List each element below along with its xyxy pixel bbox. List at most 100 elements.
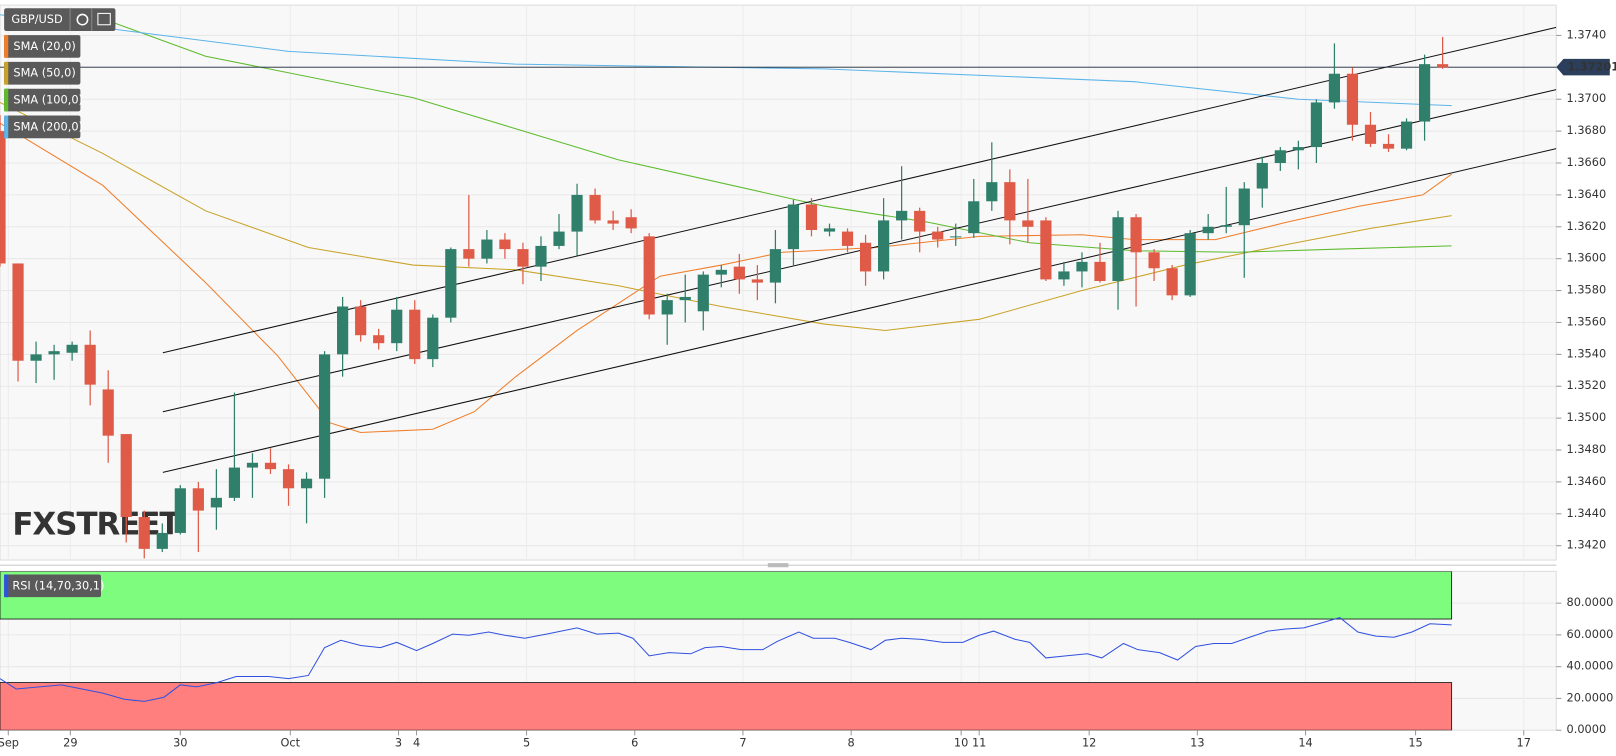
candle-body — [1400, 121, 1413, 149]
candle-body — [769, 249, 781, 283]
candle-body — [896, 210, 908, 221]
y-tick-label: 1.3660 — [1567, 155, 1607, 169]
candle-body — [84, 344, 96, 385]
rsi-swatch — [4, 574, 9, 598]
x-tick-label: 12 — [1082, 736, 1096, 750]
candle-body — [553, 231, 565, 246]
candle-body — [932, 231, 944, 240]
candle-body — [0, 131, 6, 264]
candle-body — [318, 354, 331, 479]
settings-icon[interactable] — [97, 12, 111, 26]
y-tick-label: 60.0000 — [1567, 627, 1614, 641]
candle-body — [246, 462, 259, 468]
x-tick-label: 14 — [1298, 736, 1312, 750]
candle-body — [661, 300, 673, 315]
candle-body — [950, 236, 962, 238]
line — [82, 11, 1452, 253]
line — [0, 101, 1452, 331]
candle-body — [878, 220, 890, 272]
candle-body — [643, 236, 655, 315]
candle-body — [264, 462, 277, 470]
candle-body — [1310, 102, 1322, 148]
x-tick-label: 30 — [173, 736, 187, 750]
legend-box[interactable] — [4, 61, 81, 85]
x-tick-label: 10 — [954, 736, 968, 750]
candle-body — [210, 497, 222, 508]
candle-body — [373, 335, 385, 344]
line — [0, 617, 1452, 702]
y-tick-label: 1.3600 — [1567, 251, 1607, 265]
candle-body — [445, 249, 457, 318]
legend-swatch — [4, 115, 9, 139]
candle-body — [1166, 268, 1178, 296]
y-tick-label: 1.3500 — [1567, 410, 1607, 424]
line — [162, 89, 1557, 413]
rsi-title: RSI (14,70,30,1) — [12, 578, 104, 592]
x-tick-label: 15 — [1408, 736, 1422, 750]
rsi-title-box[interactable] — [4, 574, 101, 598]
candle-body — [697, 274, 709, 312]
y-tick-label: 1.3560 — [1567, 314, 1607, 328]
candle-body — [1274, 150, 1286, 164]
candle-body — [427, 317, 439, 360]
line — [162, 26, 1557, 354]
legend-box[interactable] — [4, 35, 81, 58]
candle-body — [1418, 64, 1431, 122]
candle-body — [841, 231, 854, 246]
x-tick-label: 5 — [523, 736, 530, 750]
candle-body — [607, 220, 619, 224]
candle-body — [1004, 182, 1016, 221]
legend-label: SMA (20,0) — [13, 39, 75, 53]
candle-body — [1148, 252, 1160, 269]
y-tick-label: 0.0000 — [1567, 722, 1607, 736]
candle-body — [481, 239, 493, 259]
y-tick-label: 1.3680 — [1567, 123, 1607, 137]
candle-body — [823, 228, 836, 232]
x-tick-label: 7 — [739, 736, 746, 750]
refresh-icon[interactable] — [76, 13, 89, 26]
candle-body — [120, 434, 132, 517]
candle-body — [1094, 261, 1106, 282]
panel-handle[interactable] — [767, 563, 789, 568]
candle-body — [12, 263, 24, 361]
candle-body — [1256, 163, 1268, 189]
candle-body — [968, 201, 980, 234]
candle-body — [517, 249, 529, 267]
x-tick-label: Oct — [281, 736, 301, 750]
candle-body — [1022, 220, 1034, 227]
candle-body — [1328, 73, 1341, 103]
candle-body — [66, 344, 78, 353]
x-tick-label: 6 — [631, 736, 638, 750]
candle-body — [1076, 261, 1088, 272]
legend-swatch — [4, 88, 9, 112]
y-tick-label: 1.3700 — [1567, 91, 1607, 105]
x-tick-label: 17 — [1517, 736, 1531, 750]
candle-body — [1382, 143, 1395, 149]
y-tick-label: 1.3580 — [1567, 283, 1607, 297]
x-tick-label: 3 — [395, 736, 402, 750]
last-price-tag — [1556, 58, 1610, 76]
candle-body — [589, 194, 601, 221]
candle-body — [1220, 225, 1232, 227]
legend-box[interactable] — [4, 88, 81, 112]
x-tick-label: 29 — [63, 736, 77, 750]
candle-body — [535, 245, 547, 267]
candle-body — [499, 239, 511, 250]
y-tick-label: 1.3460 — [1567, 474, 1607, 488]
candle-body — [1058, 271, 1070, 280]
legend-box[interactable] — [4, 115, 81, 139]
candle-body — [1437, 64, 1449, 68]
symbol-box[interactable] — [4, 8, 116, 31]
candle-body — [409, 309, 421, 360]
candle-body — [337, 306, 349, 355]
x-tick-label: Sep — [0, 736, 19, 750]
y-tick-label: 1.3620 — [1567, 219, 1607, 233]
candle-body — [1130, 217, 1142, 253]
line — [162, 148, 1557, 473]
y-tick-label: 20.0000 — [1567, 690, 1614, 704]
candle-body — [391, 309, 403, 344]
x-tick-label: 13 — [1190, 736, 1204, 750]
candle-body — [1346, 73, 1359, 125]
